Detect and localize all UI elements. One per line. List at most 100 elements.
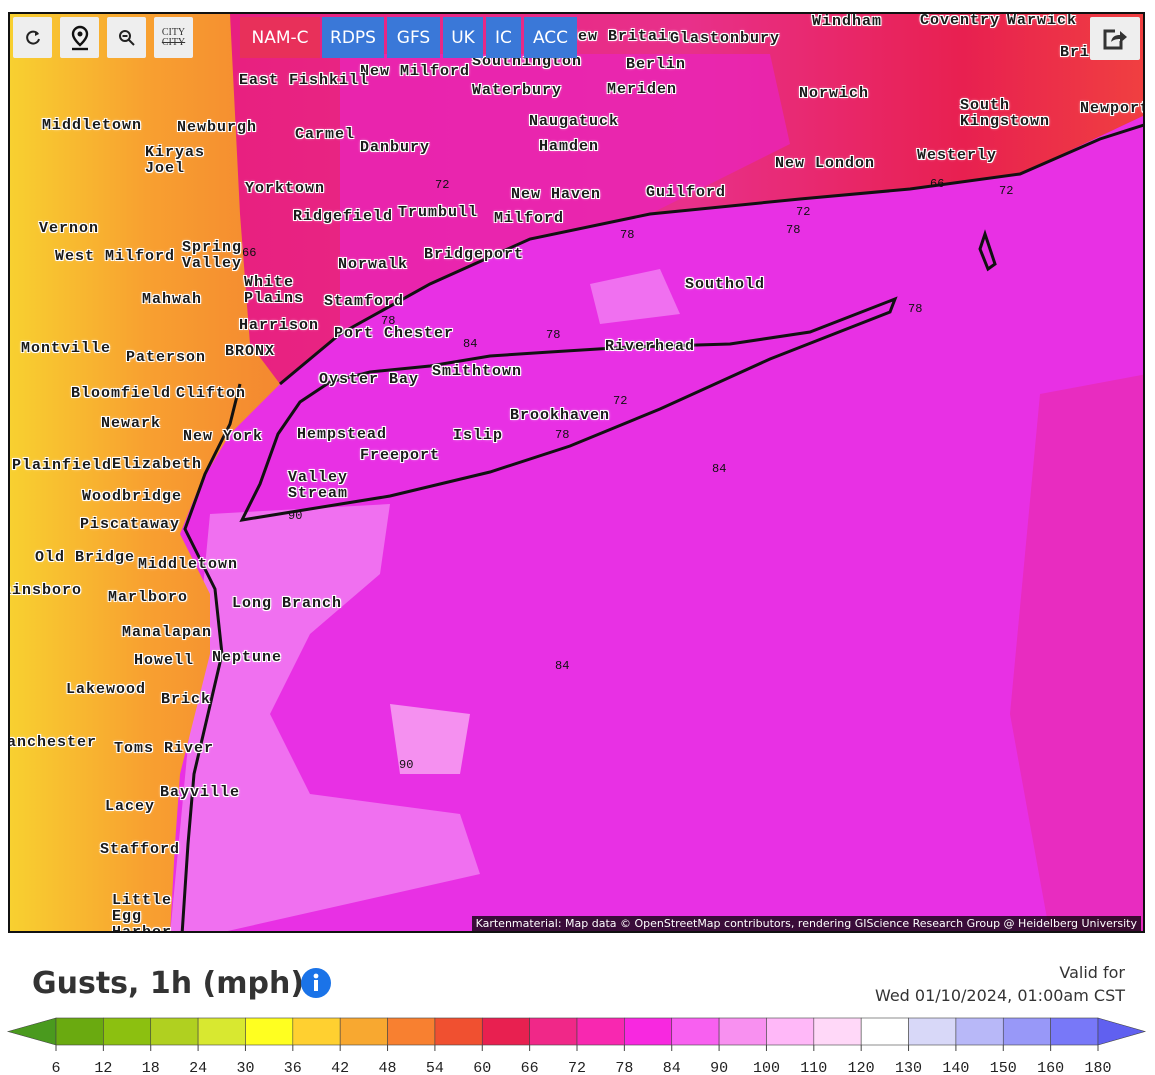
place-label: Milford: [494, 210, 565, 227]
info-icon[interactable]: [300, 967, 332, 999]
colorbar-segment: [55, 1017, 104, 1046]
colorbar-tick-label: 180: [1084, 1060, 1111, 1075]
place-label: Berlin: [626, 56, 687, 73]
colorbar-tick-label: 6: [51, 1060, 60, 1075]
colorbar: 6 12 18 24 30 36 42 48 54 60 66 72 78 84 90 100 110 120 13…: [6, 1017, 1147, 1075]
place-label: Newburgh: [177, 119, 258, 136]
valid-time: Wed 01/10/2024, 01:00am CST: [874, 986, 1125, 1005]
colorbar-tick-label: 54: [426, 1060, 444, 1075]
valid-block: Valid for Wed 01/10/2024, 01:00am CST: [875, 961, 1125, 1007]
place-label: Piscataway: [80, 516, 181, 533]
city-toggle[interactable]: CITY CITY: [154, 17, 193, 58]
colorbar-segment: [434, 1017, 483, 1046]
place-label: Clifton: [176, 385, 247, 402]
colorbar-tick-label: 120: [848, 1060, 875, 1075]
place-label: Middletown: [138, 556, 239, 573]
model-button[interactable]: NAM-C: [240, 17, 320, 58]
place-label: Manalapan: [122, 624, 213, 641]
share-button[interactable]: [1090, 17, 1140, 60]
place-label: West Milford: [55, 248, 176, 265]
colorbar-tick-label: 100: [753, 1060, 780, 1075]
colorbar-tick-label: 150: [990, 1060, 1017, 1075]
place-label: Waterbury: [472, 82, 563, 99]
place-label: Brookhaven: [510, 407, 611, 424]
contour-label: 78: [555, 428, 570, 442]
colorbar-segment: [339, 1017, 388, 1046]
place-label: Vernon: [39, 220, 100, 237]
place-label: Lacey: [105, 798, 156, 815]
place-label: Woodbridge: [82, 488, 183, 505]
place-label: Bayville: [160, 784, 241, 801]
location-button[interactable]: [60, 17, 99, 58]
colorbar-segment: [955, 1017, 1004, 1046]
place-label: Norwalk: [338, 256, 409, 273]
place-label: New York: [183, 428, 264, 445]
city-label: CITY: [161, 26, 186, 38]
map-background: [10, 14, 1143, 931]
colorbar-tick-label: 36: [284, 1060, 302, 1075]
place-label: Middletown: [42, 117, 143, 134]
place-label: Windham: [812, 13, 883, 30]
refresh-button[interactable]: [13, 17, 52, 58]
place-label: Plainsboro: [10, 582, 83, 599]
colorbar-segment: [908, 1017, 957, 1046]
contour-label: 78: [546, 328, 561, 342]
colorbar-tick-label: 84: [663, 1060, 681, 1075]
contour-label: 72: [613, 394, 628, 408]
place-label: Stamford: [324, 293, 405, 310]
city-label: CITY: [161, 36, 186, 48]
colorbar-arrow: [6, 1017, 57, 1046]
colorbar-arrow: [1097, 1017, 1147, 1046]
place-label: Carmel: [295, 126, 356, 143]
place-label: Norwich: [799, 85, 870, 102]
model-button[interactable]: UK: [443, 17, 483, 58]
contour-label: 78: [381, 314, 396, 328]
place-label: Bloomfield: [71, 385, 172, 402]
place-label: Southold: [685, 276, 766, 293]
place-label: Ridgefield: [293, 208, 394, 225]
colorbar-tick-label: 160: [1037, 1060, 1064, 1075]
place-label: Newark: [101, 415, 162, 432]
colorbar-tick-label: 48: [379, 1060, 397, 1075]
place-label: Danbury: [360, 139, 431, 156]
contour-label: 90: [288, 509, 303, 523]
colorbar-segment: [1050, 1017, 1099, 1046]
place-label: Old Bridge: [35, 549, 136, 566]
colorbar-segment: [387, 1017, 436, 1046]
place-label: White Plains: [244, 274, 305, 307]
colorbar-segment: [103, 1017, 152, 1046]
colorbar-tick-label: 130: [895, 1060, 922, 1075]
colorbar-tick-label: 12: [94, 1060, 112, 1075]
place-label: New Milford: [360, 63, 471, 80]
place-label: Stafford: [100, 841, 181, 858]
place-label: BRONX: [225, 343, 276, 360]
place-label: Port Chester: [334, 325, 455, 342]
place-label: Neptune: [212, 649, 283, 666]
colorbar-tick-label: 66: [521, 1060, 539, 1075]
place-label: Mahwah: [142, 291, 203, 308]
model-button[interactable]: IC: [486, 17, 521, 58]
colorbar-tick-label: 72: [568, 1060, 586, 1075]
contour-label: 72: [999, 184, 1014, 198]
place-label: Plainfield: [12, 457, 113, 474]
colorbar-tick-label: 18: [142, 1060, 160, 1075]
colorbar-segment: [860, 1017, 909, 1046]
colorbar-segment: [150, 1017, 199, 1046]
place-label: Lakewood: [66, 681, 147, 698]
colorbar-tick-label: 110: [800, 1060, 827, 1075]
place-label: Howell: [134, 652, 195, 669]
place-label: Coventry: [920, 12, 1001, 29]
contour-label: 66: [242, 246, 257, 260]
contour-label: 78: [908, 302, 923, 316]
zoom-button[interactable]: [107, 17, 146, 58]
place-label: Guilford: [646, 184, 727, 201]
place-label: Bridgeport: [424, 246, 525, 263]
contour-label: 72: [796, 205, 811, 219]
model-button[interactable]: RDPS: [322, 17, 384, 58]
place-label: Westerly: [917, 147, 998, 164]
model-button[interactable]: ACC: [524, 17, 577, 58]
contour-label: 72: [435, 178, 450, 192]
model-button[interactable]: GFS: [387, 17, 440, 58]
contour-label: 78: [620, 228, 635, 242]
